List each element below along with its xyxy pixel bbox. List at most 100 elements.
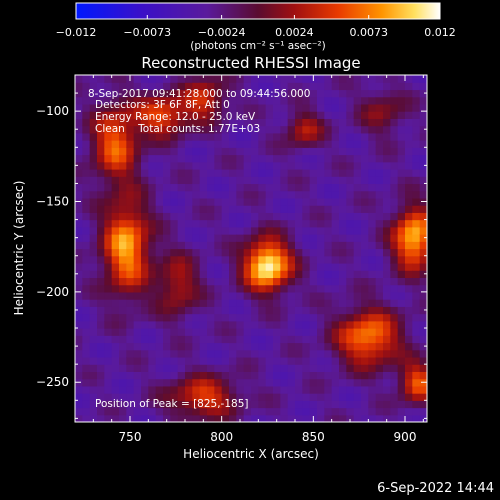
heatmap-cell bbox=[155, 197, 164, 206]
heatmap-cell bbox=[412, 197, 421, 206]
heatmap-cell bbox=[207, 291, 215, 300]
heatmap-cell bbox=[383, 306, 391, 315]
heatmap-cell bbox=[324, 335, 333, 344]
heatmap-cell bbox=[177, 219, 186, 228]
heatmap-cell bbox=[419, 118, 427, 127]
heatmap-cell bbox=[258, 255, 267, 264]
heatmap-cell bbox=[375, 248, 384, 257]
heatmap-cell bbox=[119, 241, 127, 250]
heatmap-cell bbox=[368, 306, 377, 315]
heatmap-cell bbox=[229, 125, 237, 134]
heatmap-cell bbox=[82, 111, 91, 119]
heatmap-cell bbox=[199, 176, 208, 185]
heatmap-cell bbox=[346, 393, 355, 401]
heatmap-cell bbox=[207, 75, 215, 83]
heatmap-cell bbox=[192, 168, 201, 177]
heatmap-cell bbox=[199, 262, 208, 271]
heatmap-cell bbox=[390, 248, 399, 257]
heatmap-cell bbox=[221, 291, 230, 300]
heatmap-cell bbox=[361, 364, 369, 372]
heatmap-cell bbox=[207, 407, 215, 416]
heatmap-cell bbox=[229, 118, 237, 127]
heatmap-cell bbox=[214, 306, 223, 315]
heatmap-cell bbox=[419, 313, 427, 322]
heatmap-cell bbox=[309, 291, 318, 300]
heatmap-cell bbox=[141, 400, 149, 409]
heatmap-cell bbox=[192, 154, 201, 163]
heatmap-cell bbox=[309, 328, 318, 336]
heatmap-cell bbox=[229, 161, 237, 170]
heatmap-cell bbox=[324, 371, 333, 380]
heatmap-cell bbox=[97, 306, 105, 315]
heatmap-cell bbox=[170, 118, 179, 127]
heatmap-cell bbox=[375, 183, 384, 192]
heatmap-cell bbox=[177, 89, 186, 98]
heatmap-cell bbox=[331, 299, 340, 307]
heatmap-cell bbox=[192, 349, 201, 358]
heatmap-cell bbox=[309, 248, 318, 257]
heatmap-cell bbox=[221, 328, 230, 336]
heatmap-cell bbox=[111, 132, 120, 141]
heatmap-cell bbox=[82, 219, 91, 228]
heatmap-cell bbox=[412, 147, 421, 156]
heatmap-cell bbox=[82, 89, 91, 98]
heatmap-cell bbox=[287, 75, 296, 83]
heatmap-cell bbox=[324, 248, 333, 257]
heatmap-cell bbox=[295, 342, 303, 351]
heatmap-cell bbox=[126, 255, 135, 264]
heatmap-cell bbox=[155, 277, 164, 286]
heatmap-cell bbox=[177, 342, 186, 351]
heatmap-cell bbox=[346, 385, 355, 394]
heatmap-cell bbox=[397, 190, 406, 199]
heatmap-cell bbox=[390, 313, 399, 322]
heatmap-cell bbox=[302, 306, 311, 315]
heatmap-cell bbox=[243, 378, 252, 387]
heatmap-cell bbox=[229, 96, 237, 105]
heatmap-cell bbox=[251, 183, 259, 192]
heatmap-cell bbox=[89, 140, 98, 148]
heatmap-cell bbox=[126, 190, 135, 199]
heatmap-cell bbox=[177, 320, 186, 329]
heatmap-cell bbox=[119, 118, 127, 127]
heatmap-cell bbox=[207, 161, 215, 170]
heatmap-cell bbox=[287, 161, 296, 170]
heatmap-cell bbox=[141, 161, 149, 170]
heatmap-cell bbox=[295, 140, 303, 148]
heatmap-cell bbox=[390, 176, 399, 185]
heatmap-cell bbox=[302, 219, 311, 228]
heatmap-cell bbox=[324, 328, 333, 336]
heatmap-cell bbox=[317, 132, 325, 141]
heatmap-cell bbox=[419, 75, 427, 83]
heatmap-cell bbox=[111, 306, 120, 315]
heatmap-cell bbox=[273, 226, 281, 235]
heatmap-cell bbox=[258, 306, 267, 315]
heatmap-cell bbox=[207, 147, 215, 156]
heatmap-cell bbox=[390, 393, 399, 401]
heatmap-cell bbox=[104, 197, 113, 206]
heatmap-cell bbox=[302, 270, 311, 279]
heatmap-cell bbox=[170, 140, 179, 148]
heatmap-cell bbox=[75, 96, 83, 105]
heatmap-cell bbox=[97, 364, 105, 372]
heatmap-cell bbox=[214, 364, 223, 372]
heatmap-cell bbox=[177, 385, 186, 394]
heatmap-cell bbox=[177, 335, 186, 344]
heatmap-cell bbox=[295, 219, 303, 228]
heatmap-cell bbox=[243, 299, 252, 307]
heatmap-cell bbox=[273, 132, 281, 141]
heatmap-cell bbox=[390, 183, 399, 192]
heatmap-cell bbox=[104, 89, 113, 98]
heatmap-cell bbox=[287, 299, 296, 307]
heatmap-cell bbox=[295, 234, 303, 242]
heatmap-cell bbox=[375, 335, 384, 344]
heatmap-cell bbox=[89, 183, 98, 192]
heatmap-cell bbox=[309, 168, 318, 177]
heatmap-cell bbox=[82, 176, 91, 185]
heatmap-cell bbox=[104, 342, 113, 351]
heatmap-cell bbox=[280, 320, 289, 329]
heatmap-cell bbox=[177, 313, 186, 322]
heatmap-cell bbox=[236, 147, 245, 156]
heatmap-cell bbox=[302, 212, 311, 221]
heatmap-cell bbox=[265, 190, 274, 199]
heatmap-cell bbox=[390, 140, 399, 148]
